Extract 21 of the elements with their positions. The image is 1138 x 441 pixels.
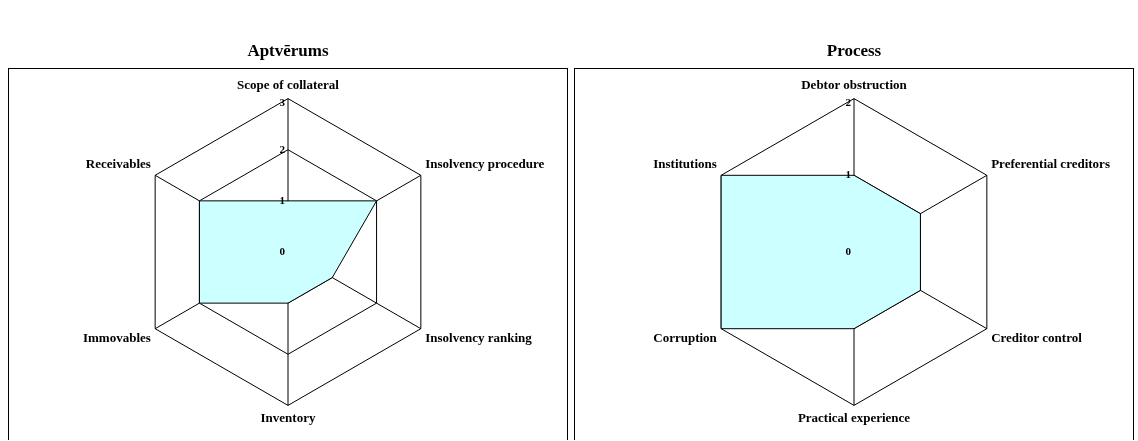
spoke-label: Debtor obstruction (801, 77, 908, 93)
spoke-label: Institutions (653, 156, 717, 172)
y-tick-label: 1 (845, 168, 851, 181)
spoke-label: Practical experience (797, 409, 911, 425)
y-tick-label: 0 (279, 244, 286, 257)
spoke-label: Insolvency procedure (425, 156, 545, 172)
spoke-label: Immovables (82, 330, 151, 346)
chart-title: Process (825, 41, 883, 61)
spoke-label: Scope of collateral (237, 77, 340, 93)
chart-title: Aptvērums (246, 41, 330, 61)
y-tick-label: 3 (279, 96, 286, 109)
y-tick-label: 1 (279, 193, 285, 206)
y-tick-label: 2 (279, 142, 286, 155)
spoke-label: Insolvency ranking (425, 330, 533, 346)
spoke-label: Creditor control (991, 330, 1083, 346)
spoke-label: Inventory (260, 409, 316, 425)
y-tick-label: 2 (845, 96, 852, 109)
spoke-label: Receivables (85, 156, 151, 172)
y-tick-label: 0 (845, 244, 852, 257)
spoke-label: Preferential creditors (991, 156, 1110, 172)
spoke-label: Corruption (653, 330, 718, 346)
